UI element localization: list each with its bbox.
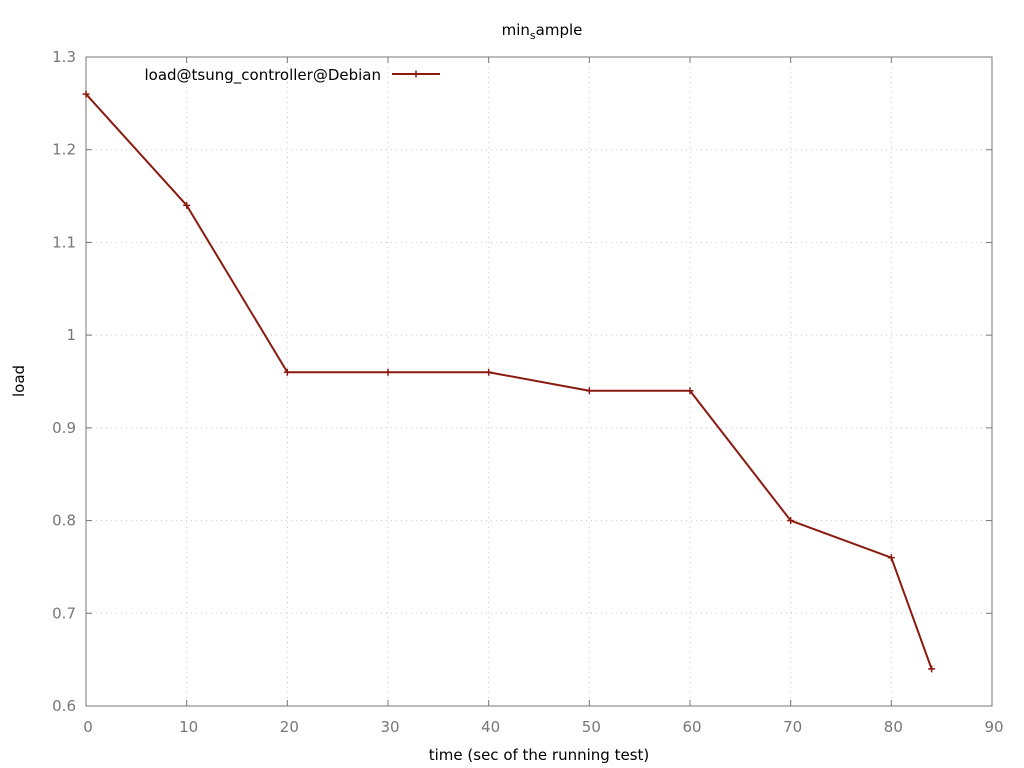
x-tick-label: 50 xyxy=(582,718,601,736)
x-tick-label: 70 xyxy=(783,718,802,736)
data-point xyxy=(384,368,392,376)
data-point xyxy=(183,201,191,209)
x-tick-label: 10 xyxy=(179,718,198,736)
chart-title-main: min xyxy=(502,21,530,39)
x-axis-title: time (sec of the running test) xyxy=(429,746,650,764)
data-point xyxy=(787,517,795,525)
series-line xyxy=(85,93,933,670)
x-axis: 0 10 20 30 40 50 60 70 80 90 xyxy=(83,57,1004,736)
y-tick-label: 0.7 xyxy=(52,604,76,622)
x-tick-label: 60 xyxy=(682,718,701,736)
series-layer xyxy=(82,90,936,673)
legend-marker xyxy=(412,70,420,78)
y-axis-title: load xyxy=(10,365,28,397)
y-axis: 0.6 0.7 0.8 0.9 1 1.1 1.2 1.3 xyxy=(52,48,992,715)
y-tick-label: 1.3 xyxy=(52,48,76,66)
x-tick-label: 30 xyxy=(380,718,399,736)
chart-title-rest: ample xyxy=(536,21,583,39)
x-tick-label: 20 xyxy=(280,718,299,736)
x-tick-label: 0 xyxy=(83,718,93,736)
data-point xyxy=(585,387,593,395)
x-tick-label: 90 xyxy=(984,718,1003,736)
x-tick-label: 80 xyxy=(884,718,903,736)
legend-marker-point xyxy=(412,70,420,78)
x-tick-label: 40 xyxy=(481,718,500,736)
y-tick-label: 1.1 xyxy=(52,233,76,251)
data-point xyxy=(283,368,291,376)
plot-frame xyxy=(85,56,993,707)
data-point xyxy=(82,90,90,98)
data-point xyxy=(928,665,936,673)
data-point xyxy=(485,368,493,376)
y-tick-label: 1 xyxy=(66,326,76,344)
legend: load@tsung_controller@Debian xyxy=(144,66,440,85)
legend-label: load@tsung_controller@Debian xyxy=(144,66,381,85)
y-tick-label: 0.8 xyxy=(52,512,76,530)
data-point xyxy=(686,387,694,395)
y-tick-label: 0.9 xyxy=(52,419,76,437)
y-tick-label: 0.6 xyxy=(52,697,76,715)
chart-title-subscript: s xyxy=(530,29,536,42)
chart-title: minsample xyxy=(502,21,583,42)
grid xyxy=(86,57,992,706)
y-tick-label: 1.2 xyxy=(52,141,76,159)
data-point xyxy=(887,554,895,562)
